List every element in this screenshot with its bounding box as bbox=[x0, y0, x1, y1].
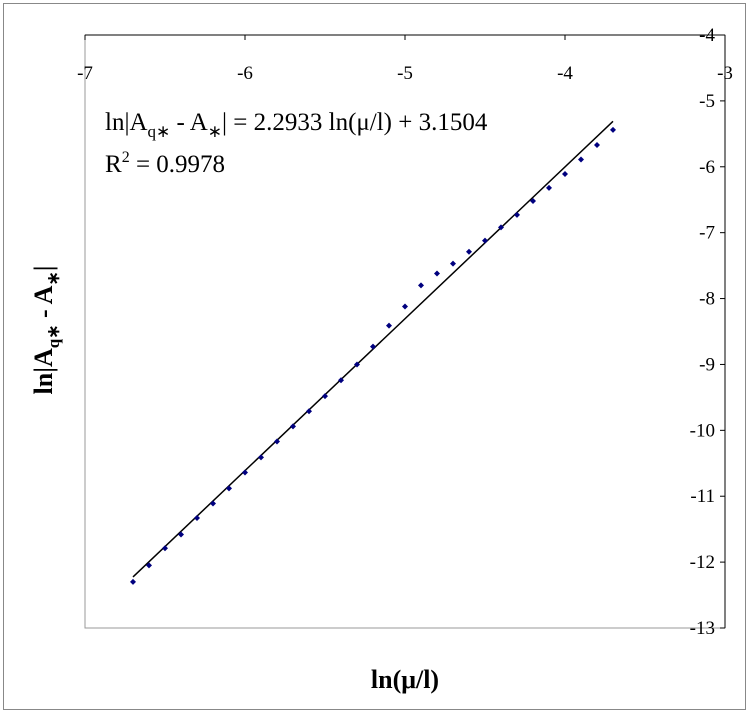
r2-sup: 2 bbox=[122, 149, 130, 166]
eq-sub: ∗ bbox=[208, 122, 222, 141]
point bbox=[386, 322, 392, 329]
point bbox=[210, 500, 216, 507]
point bbox=[434, 270, 440, 277]
x-axis-title: ln(μ/l) bbox=[371, 665, 439, 694]
chart-frame bbox=[3, 3, 746, 710]
point bbox=[130, 578, 136, 585]
point bbox=[322, 393, 328, 400]
y-tick-label: -5 bbox=[699, 91, 715, 112]
r2-part: R bbox=[105, 151, 122, 178]
y-tick-label: -10 bbox=[690, 420, 715, 441]
x-tick-label: -4 bbox=[557, 63, 573, 84]
y-tick-label: -8 bbox=[699, 289, 715, 310]
y-tick-label: -9 bbox=[699, 354, 715, 375]
point bbox=[162, 545, 168, 552]
point bbox=[146, 562, 152, 569]
point bbox=[578, 156, 584, 163]
x-tick-label: -6 bbox=[237, 63, 253, 84]
point bbox=[402, 303, 408, 310]
point bbox=[546, 184, 552, 191]
point bbox=[306, 408, 312, 415]
y-tick-label: -6 bbox=[699, 157, 715, 178]
point bbox=[498, 224, 504, 231]
trend-equation: ln|Aq∗ - A∗| = 2.2933 ln(μ/l) + 3.1504 bbox=[105, 109, 488, 141]
point bbox=[466, 248, 472, 255]
point bbox=[338, 377, 344, 384]
point bbox=[450, 260, 456, 267]
r2-part: = 0.9978 bbox=[130, 151, 225, 178]
y-tick-label: -13 bbox=[690, 618, 715, 639]
r-squared: R2 = 0.9978 bbox=[105, 149, 225, 178]
x-tick-label: -5 bbox=[397, 63, 413, 84]
ylab-part: ln|A bbox=[29, 348, 58, 394]
point bbox=[354, 361, 360, 368]
point bbox=[610, 126, 616, 133]
point bbox=[482, 237, 488, 244]
point bbox=[258, 454, 264, 461]
ylab-sub: ∗ bbox=[44, 271, 63, 285]
y-axis-title: ln|Aq∗ - A∗| bbox=[29, 266, 63, 395]
point bbox=[194, 514, 200, 521]
point bbox=[562, 171, 568, 178]
point bbox=[274, 438, 280, 445]
point bbox=[178, 531, 184, 538]
eq-part: ln|A bbox=[105, 109, 148, 136]
point bbox=[290, 423, 296, 430]
point bbox=[242, 469, 248, 476]
ylab-part: - A bbox=[29, 285, 58, 324]
point bbox=[594, 142, 600, 149]
point bbox=[530, 198, 536, 205]
y-tick-label: -7 bbox=[699, 223, 715, 244]
eq-part: | = 2.2933 ln(μ/l) + 3.1504 bbox=[222, 109, 488, 136]
point bbox=[370, 343, 376, 350]
point bbox=[514, 211, 520, 218]
ylab-sub: q∗ bbox=[44, 325, 63, 349]
point bbox=[226, 485, 232, 492]
ylab-part: | bbox=[29, 266, 58, 272]
y-tick-label: -11 bbox=[690, 486, 715, 507]
y-tick-label: -12 bbox=[690, 552, 715, 573]
point bbox=[418, 282, 424, 289]
x-tick-label: -7 bbox=[77, 63, 93, 84]
eq-sub: q∗ bbox=[148, 122, 171, 141]
eq-part: - A bbox=[170, 109, 208, 136]
